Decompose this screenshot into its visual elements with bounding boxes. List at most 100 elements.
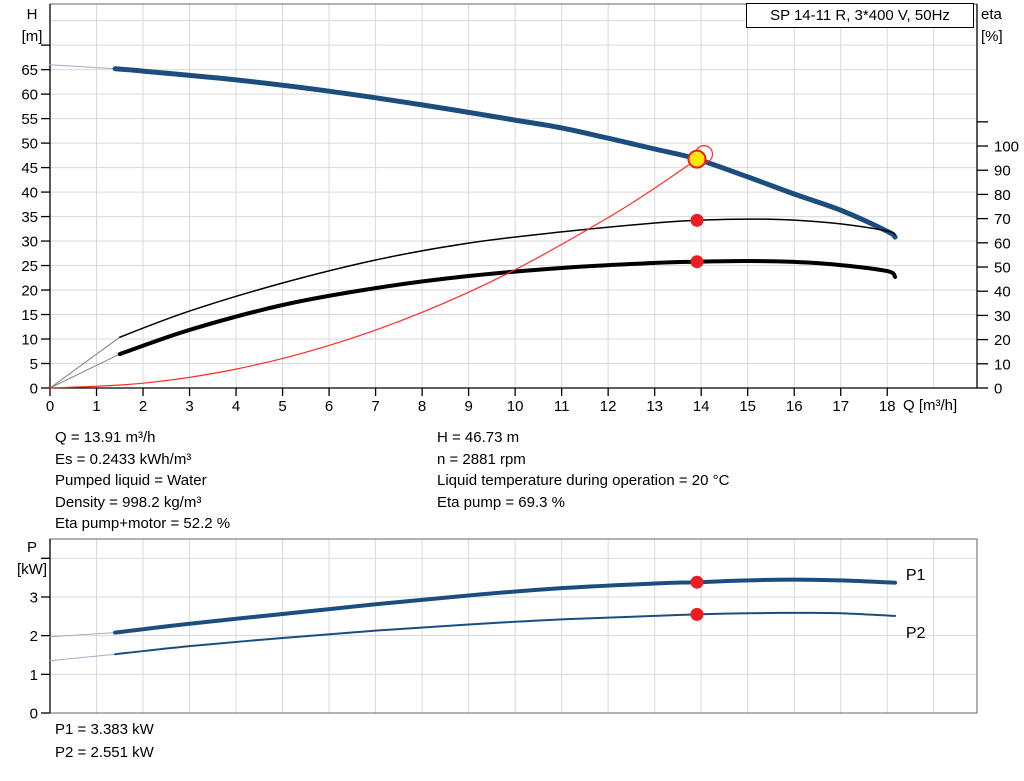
right-tick-label: 0	[994, 381, 1002, 398]
x-tick-label: 12	[600, 398, 617, 415]
series-system-curve	[49, 158, 698, 389]
ann-eta-pump: Eta pump = 69.3 %	[437, 493, 565, 511]
duty-point-marker	[687, 145, 714, 169]
ann-p1: P1 = 3.383 kW	[55, 721, 154, 738]
curve-duty-dot	[690, 575, 704, 589]
x-tick-label: 6	[325, 398, 333, 415]
eta-axis-name: eta	[981, 6, 1002, 23]
right-tick-label: 90	[994, 163, 1011, 180]
left-tick-label: 0	[30, 381, 38, 398]
right-tick-label: 10	[994, 356, 1011, 373]
left-tick-label: 5	[30, 356, 38, 373]
x-tick-label: 18	[879, 398, 896, 415]
h-axis-name: H	[26, 6, 38, 23]
series-H-curve	[112, 66, 898, 240]
left-tick-label: 50	[21, 136, 38, 153]
right-tick-label: 60	[994, 235, 1011, 252]
left-axis-ticks: 0 5 10 15 20 25 30 35 40 45 50 55 60 65	[21, 44, 50, 398]
left-tick-label: 2	[30, 628, 38, 645]
curve-duty-dot	[690, 255, 704, 269]
curve-title-box: SP 14-11 R, 3*400 V, 50Hz	[746, 3, 974, 28]
right-tick-label: 40	[994, 284, 1011, 301]
ann-p2: P2 = 2.551 kW	[55, 743, 154, 761]
curve-title: SP 14-11 R, 3*400 V, 50Hz	[770, 7, 950, 24]
series-P2: P2	[114, 611, 926, 656]
x-tick-label: 17	[832, 398, 849, 415]
x-tick-label: 5	[278, 398, 286, 415]
left-tick-label: 1	[30, 667, 38, 684]
curve-duty-dot	[690, 213, 704, 227]
x-tick-label: 2	[139, 398, 147, 415]
series-eta-pump-motor	[117, 258, 898, 357]
left-tick-label: 3	[30, 590, 38, 607]
eta-axis-unit: [%]	[981, 28, 1003, 45]
ann-eta-pump-motor: Eta pump+motor = 52.2 %	[55, 515, 231, 532]
left-tick-label: 25	[21, 258, 38, 275]
axes	[49, 4, 978, 389]
p-axis-name: P	[26, 539, 37, 556]
left-tick-label: 65	[21, 62, 38, 79]
x-tick-label: 11	[554, 398, 570, 415]
x-tick-label: 16	[786, 398, 803, 415]
h-axis-title: H [m]	[11, 4, 53, 48]
ann-head: H = 46.73 m	[437, 429, 520, 446]
left-tick-label: 35	[21, 209, 38, 226]
x-axis-ticks: 0 1 2 3 4 5 6 7 8 9 10 11 12 13 14 15 16 17 18	[46, 388, 896, 415]
right-tick-label: 20	[994, 332, 1011, 349]
right-axis-ticks: 0 10 20 30 40 50 60 70 80 90 100	[977, 121, 1019, 398]
curve-duty-dot	[690, 607, 704, 621]
left-tick-label: 60	[21, 87, 38, 104]
ann-flow: Q = 13.91 m³/h	[55, 429, 156, 446]
series-H-curve-lead	[49, 64, 116, 70]
x-tick-label: 10	[507, 398, 524, 415]
x-tick-label: 13	[646, 398, 663, 415]
gridlines	[50, 4, 977, 388]
x-tick-label: 9	[464, 398, 472, 415]
p-axis-unit: [kW]	[17, 561, 47, 578]
ann-density: Density = 998.2 kg/m³	[55, 493, 202, 511]
eta-axis-title: eta [%]	[981, 4, 1023, 48]
x-tick-label: 4	[232, 398, 240, 415]
right-tick-label: 70	[994, 211, 1011, 228]
x-tick-label: 15	[739, 398, 756, 415]
p-axis-title: P [kW]	[11, 537, 53, 581]
left-tick-label: 10	[21, 332, 38, 349]
series-P2-lead	[49, 653, 116, 662]
power-chart: 0 1 2 3 P1 P2	[30, 538, 978, 723]
ann-specific-energy: Es = 0.2433 kWh/m³	[55, 450, 192, 468]
ann-speed: n = 2881 rpm	[437, 450, 526, 468]
right-tick-label: 50	[994, 260, 1011, 277]
gridlines	[50, 539, 977, 713]
left-tick-label: 0	[30, 706, 38, 723]
h-axis-unit: [m]	[21, 28, 43, 45]
series-label-P2: P2	[906, 625, 926, 642]
left-tick-label: 15	[21, 307, 38, 324]
series-eta-pump-lead	[49, 336, 121, 389]
series-label-P1: P1	[906, 567, 926, 584]
left-tick-label: 40	[21, 185, 38, 202]
duty-point	[687, 149, 707, 169]
right-tick-label: 100	[994, 139, 1019, 156]
x-tick-label: 1	[92, 398, 100, 415]
ann-liquid-temperature: Liquid temperature during operation = 20…	[437, 472, 730, 489]
operating-data-left: Q = 13.91 m³/h Es = 0.2433 kWh/m³ Pumped…	[55, 427, 230, 535]
qh-chart: 0510152025303540455055606501020304050607…	[21, 3, 1019, 415]
left-tick-label: 55	[21, 111, 38, 128]
series-P1: P1	[113, 567, 926, 635]
left-tick-label: 45	[21, 160, 38, 177]
right-tick-label: 30	[994, 308, 1011, 325]
operating-data-right: H = 46.73 m n = 2881 rpm Liquid temperat…	[437, 427, 729, 513]
x-tick-label: 7	[371, 398, 379, 415]
left-tick-label: 20	[21, 283, 38, 300]
series-eta-pump	[119, 218, 896, 338]
series-P1-lead	[49, 632, 116, 638]
left-tick-label: 30	[21, 234, 38, 251]
left-axis-ticks: 0 1 2 3	[30, 557, 50, 723]
q-axis-title: Q [m³/h]	[903, 397, 958, 414]
x-tick-label: 14	[693, 398, 710, 415]
x-tick-label: 8	[418, 398, 426, 415]
x-tick-label: 3	[185, 398, 193, 415]
ann-pumped-liquid: Pumped liquid = Water	[55, 472, 207, 489]
series-eta-pump-motor-lead	[49, 353, 121, 389]
right-tick-label: 80	[994, 187, 1011, 204]
